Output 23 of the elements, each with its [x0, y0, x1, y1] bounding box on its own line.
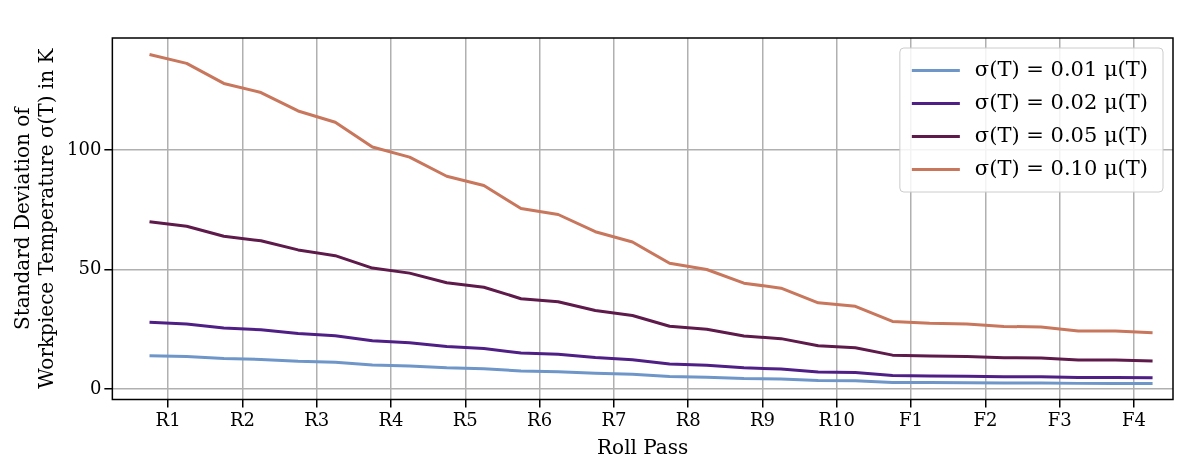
- y-axis-title: Standard Deviation of Workpiece Temperature σ(T) in K: [10, 47, 59, 389]
- x-tick-label: F2: [973, 408, 998, 430]
- x-tick-label: R7: [601, 408, 627, 430]
- x-tick-label: R5: [452, 408, 478, 430]
- x-tick-label: R4: [378, 408, 404, 430]
- x-axis-title: Roll Pass: [597, 435, 689, 460]
- y-tick-label: 50: [78, 257, 102, 279]
- x-tick-label: R6: [527, 408, 553, 430]
- y-tick-label: 100: [67, 137, 102, 159]
- x-tick-label: F1: [899, 408, 924, 430]
- legend-label: σ(T) = 0.10 μ(T): [974, 155, 1149, 180]
- legend-label: σ(T) = 0.05 μ(T): [974, 122, 1149, 147]
- y-tick-label: 0: [89, 376, 102, 398]
- x-tick-label: R9: [749, 408, 775, 430]
- x-tick-label: F3: [1047, 408, 1072, 430]
- x-tick-label: R8: [675, 408, 701, 430]
- x-tick-label: R10: [818, 408, 856, 430]
- legend-label: σ(T) = 0.01 μ(T): [974, 56, 1149, 81]
- x-tick-label: R3: [304, 408, 330, 430]
- x-tick-label: F4: [1122, 408, 1146, 430]
- legend-label: σ(T) = 0.02 μ(T): [974, 89, 1149, 114]
- x-tick-label: R2: [229, 408, 255, 430]
- x-tick-label: R1: [155, 408, 181, 430]
